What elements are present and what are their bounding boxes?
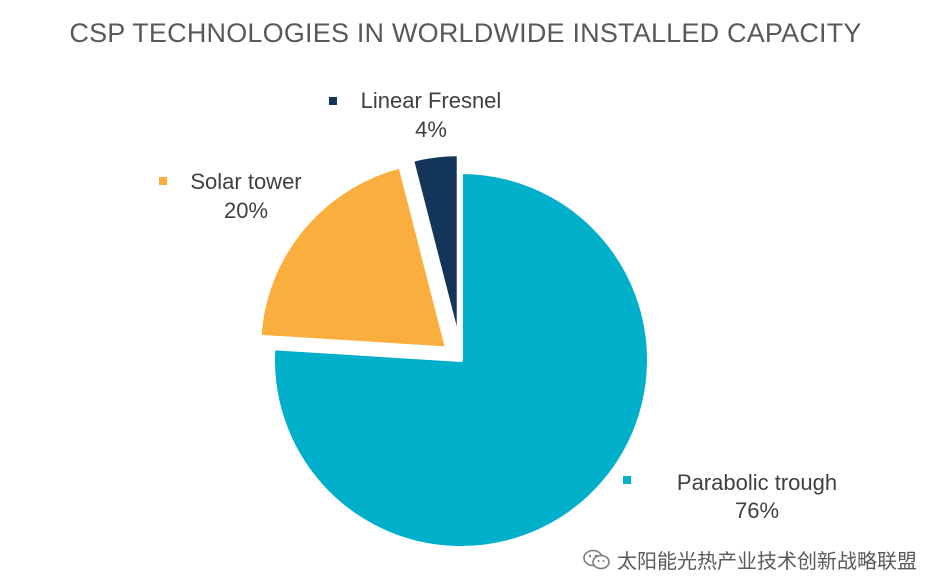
legend-marker-solar-tower	[159, 177, 167, 185]
slice-label-parabolic-trough: Parabolic trough	[677, 470, 837, 495]
pie-slice-solar-tower	[257, 164, 450, 351]
legend-marker-linear-fresnel	[329, 97, 337, 105]
slice-label-linear-fresnel: Linear Fresnel	[361, 88, 502, 113]
watermark: 太阳能光热产业技术创新战略联盟	[583, 545, 917, 574]
pie-slice-linear-fresnel	[409, 152, 461, 345]
data-label-solar-tower: Solar tower 20%	[159, 169, 302, 223]
slice-value-linear-fresnel: 4%	[415, 117, 447, 142]
watermark-text: 太阳能光热产业技术创新战略联盟	[617, 549, 917, 573]
slice-value-parabolic-trough: 76%	[735, 498, 779, 523]
slice-value-solar-tower: 20%	[224, 198, 268, 223]
data-label-linear-fresnel: Linear Fresnel 4%	[329, 88, 501, 142]
data-label-parabolic-trough: Parabolic trough 76%	[623, 470, 837, 523]
legend-marker-parabolic-trough	[623, 476, 631, 484]
pie-slice-parabolic-trough	[271, 170, 651, 550]
chart-title: CSP TECHNOLOGIES IN WORLDWIDE INSTALLED …	[69, 18, 862, 48]
wechat-icon	[583, 549, 611, 571]
slice-label-solar-tower: Solar tower	[190, 169, 301, 194]
